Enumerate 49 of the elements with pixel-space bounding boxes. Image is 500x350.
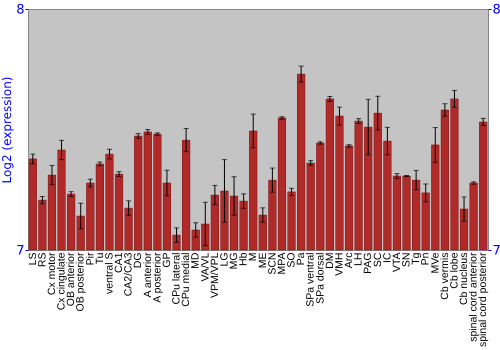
- x-tick-label: Cx cingulate: [56, 252, 68, 310]
- x-tick-label: OB posterior: [74, 252, 87, 312]
- x-tick-label: ventral S: [103, 252, 116, 294]
- x-tick-label: Pa: [295, 252, 308, 266]
- x-tick-label: CA2/CA3: [122, 252, 135, 296]
- x-tick-label: Pir: [84, 252, 96, 266]
- x-tick-label: spinal cord anterior: [468, 252, 480, 342]
- x-tick-label: SPa ventral: [304, 252, 317, 307]
- x-tick-label: Arc: [343, 252, 356, 268]
- x-tick-label: DG: [132, 252, 144, 268]
- x-tick-label: M: [247, 252, 260, 262]
- x-tick-label: MD: [190, 252, 202, 269]
- x-tick-label: SN: [400, 252, 413, 268]
- x-tick-label: VTA: [390, 252, 403, 272]
- x-tick-label: Pn: [420, 252, 432, 266]
- x-tick-label: Cb vermis: [438, 252, 451, 300]
- x-tick-label: CA1: [113, 252, 126, 273]
- x-tick-label: spinal cord posterior: [477, 252, 490, 348]
- x-tick-label: DM: [324, 252, 336, 269]
- y2-tick-label: 8: [492, 2, 500, 18]
- x-tick-label: LG: [218, 252, 230, 267]
- x-tick-label: VMH: [333, 252, 346, 276]
- x-tick-label: CPu medial: [180, 252, 192, 307]
- x-tick-label: Tu: [94, 252, 106, 264]
- x-tick-label: VA/VL: [199, 252, 212, 282]
- x-tick-label: Hb: [238, 252, 250, 266]
- x-tick-label: RS: [36, 252, 48, 268]
- x-tick-label: LH: [352, 252, 365, 266]
- x-tick-label: ME: [256, 252, 269, 268]
- y-axis-title: Log2 (expression): [0, 76, 14, 184]
- x-tick-label: PAG: [362, 252, 374, 274]
- x-tick-label: MVe: [429, 252, 442, 274]
- y2-tick-label: 7: [492, 244, 500, 258]
- x-tick-label: SC: [372, 252, 384, 268]
- x-tick-label: SPa dorsal: [314, 252, 326, 304]
- x-tick-label: LS: [26, 252, 39, 266]
- x-tick-label: Tg: [410, 252, 422, 265]
- x-tick-label: Cb nucleus: [458, 252, 470, 306]
- x-tick-label: Cb lobe: [448, 252, 460, 289]
- x-tick-label: MPA: [276, 252, 288, 274]
- x-tick-label: A anterior: [142, 252, 154, 298]
- x-tick-label: GP: [160, 252, 173, 268]
- x-tick-label: OB anterior: [65, 252, 78, 306]
- x-tick-label: Cx motor: [46, 252, 58, 296]
- x-tick-label: VPM/VPL: [208, 252, 221, 298]
- x-tick-label: SO: [286, 252, 298, 268]
- x-tick-label: A posterior: [151, 252, 164, 303]
- x-tick-label: SCN: [266, 252, 278, 275]
- x-tick-label: IC: [381, 252, 394, 263]
